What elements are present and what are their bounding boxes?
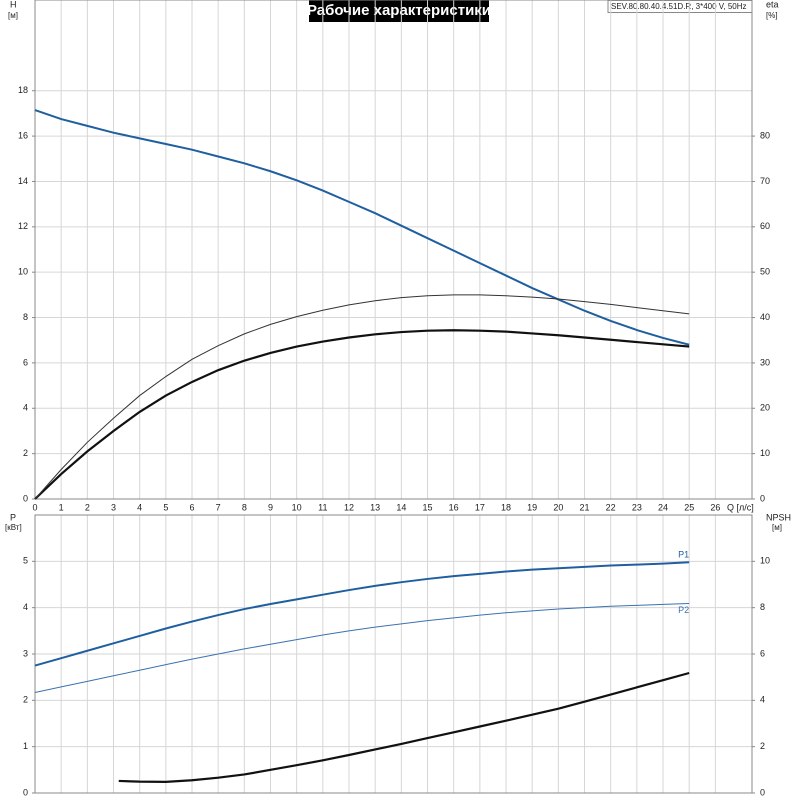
plot-frame (34, 0, 753, 500)
y-unit: [кВт] (5, 523, 22, 532)
y-tick-label: 10 (18, 267, 28, 277)
y-tick-label: 5 (23, 556, 28, 566)
y-tick-label: 12 (18, 221, 28, 231)
series-line (34, 109, 690, 346)
y2-tick-label: 30 (760, 357, 770, 367)
y-unit: [м] (8, 11, 18, 20)
x-tick-label: 3 (111, 502, 116, 512)
x-tick-label: 22 (606, 502, 616, 512)
y-tick-label: 0 (23, 493, 28, 503)
x-tick-label: 19 (527, 502, 537, 512)
y-tick-label: 2 (23, 695, 28, 705)
y-tick-label: 18 (18, 85, 28, 95)
y-tick-label: 14 (18, 176, 28, 186)
x-tick-label: 26 (710, 502, 720, 512)
series-label: P1 (678, 550, 689, 560)
x-tick-label: 21 (580, 502, 590, 512)
y-label: P (10, 512, 16, 522)
x-tick-label: 9 (268, 502, 273, 512)
spec-text: SEV.80.80.40.4.51D.R, 3*400 V, 50Hz (611, 2, 747, 11)
y-tick-label: 2 (23, 448, 28, 458)
y2-tick-label: 20 (760, 403, 770, 413)
y2-tick-label: 80 (760, 130, 770, 140)
y2-tick-label: 40 (760, 312, 770, 322)
y2-tick-label: 10 (760, 448, 770, 458)
y-tick-label: 1 (23, 741, 28, 751)
y-tick-label: 8 (23, 312, 28, 322)
y2-tick-label: 60 (760, 221, 770, 231)
x-tick-label: 11 (318, 502, 327, 512)
x-tick-label: 5 (163, 502, 168, 512)
x-tick-label: 12 (344, 502, 354, 512)
x-tick-label: 6 (189, 502, 194, 512)
x-tick-label: 1 (59, 502, 64, 512)
x-tick-label: 16 (449, 502, 459, 512)
y2-tick-label: 50 (760, 267, 770, 277)
y-tick-label: 6 (23, 357, 28, 367)
y2-tick-label: 8 (760, 602, 765, 612)
y2-tick-label: 70 (760, 176, 770, 186)
x-tick-label: 10 (292, 502, 302, 512)
plot-frame (34, 514, 753, 794)
y2-tick-label: 4 (760, 695, 765, 705)
chart-title: Рабочие характеристики (307, 2, 491, 19)
x-tick-label: 14 (396, 502, 406, 512)
y2-label: eta (766, 0, 779, 9)
y2-unit: [%] (766, 11, 778, 20)
series-line (118, 671, 690, 783)
y2-tick-label: 6 (760, 648, 765, 658)
x-tick-label: 23 (632, 502, 642, 512)
y2-unit: [м] (772, 523, 782, 532)
series-line (34, 294, 690, 500)
series-line (34, 329, 690, 500)
x-tick-label: 15 (423, 502, 433, 512)
series-line (34, 603, 690, 693)
title-box (309, 0, 489, 22)
x-label: Q [л/с] (727, 502, 754, 512)
x-tick-label: 13 (370, 502, 380, 512)
y2-tick-label: 10 (760, 556, 770, 566)
series-label: P2 (678, 605, 689, 615)
x-tick-label: 17 (475, 502, 485, 512)
y-tick-label: 4 (23, 403, 28, 413)
x-tick-label: 0 (32, 502, 37, 512)
y2-label: NPSH (766, 512, 791, 522)
x-tick-label: 8 (242, 502, 247, 512)
series-line (34, 561, 690, 667)
x-tick-label: 4 (137, 502, 142, 512)
x-tick-label: 7 (216, 502, 221, 512)
y-tick-label: 16 (18, 130, 28, 140)
y-tick-label: 4 (23, 602, 28, 612)
y-tick-label: 0 (23, 787, 28, 797)
y2-tick-label: 0 (760, 493, 765, 503)
y-label: H (10, 0, 17, 9)
y2-tick-label: 0 (760, 787, 765, 797)
x-tick-label: 24 (658, 502, 668, 512)
x-tick-label: 2 (85, 502, 90, 512)
y2-tick-label: 2 (760, 741, 765, 751)
x-tick-label: 18 (501, 502, 511, 512)
x-tick-label: 25 (684, 502, 694, 512)
x-tick-label: 20 (553, 502, 563, 512)
y-tick-label: 3 (23, 648, 28, 658)
